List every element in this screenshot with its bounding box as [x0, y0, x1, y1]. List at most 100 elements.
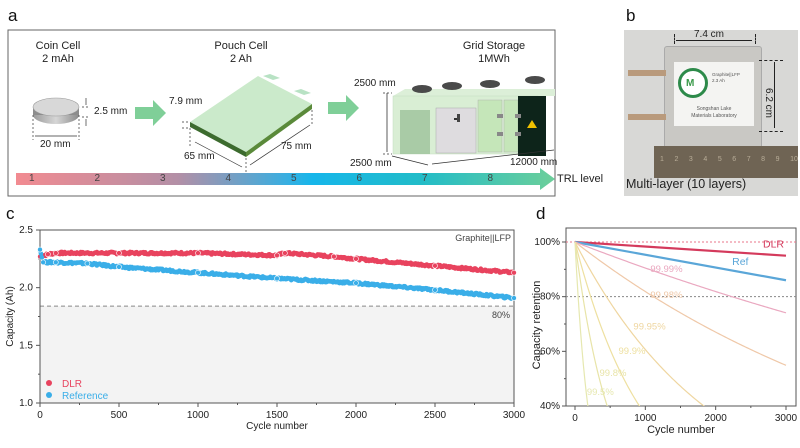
series-line-99.98% — [574, 241, 787, 366]
ruler: 1 2 3 4 5 6 7 8 9 10 — [654, 146, 798, 178]
trl-level-7: 7 — [422, 173, 428, 184]
grid-storage-label: Grid Storage 1MWh — [454, 40, 534, 66]
arrow-icon — [135, 100, 166, 126]
photo-height-dim: 6.2 cm — [763, 88, 774, 119]
arrow-icon — [328, 95, 359, 121]
height-dim-lines — [759, 60, 783, 132]
x-tick-label: 1000 — [634, 413, 657, 424]
x-tick-label: 2500 — [424, 410, 447, 421]
series-label: 99.8% — [600, 368, 627, 379]
panel-b-label: b — [626, 6, 636, 25]
data-point — [116, 264, 122, 270]
data-point — [511, 269, 517, 276]
ruler-number: 7 — [746, 156, 751, 163]
ruler-numbers: 1 2 3 4 5 6 7 8 9 10 — [660, 156, 798, 163]
lab-line1: Songshan Lake — [696, 106, 732, 112]
cell-label-chem: Graphite||LFP 2.3 Ah — [712, 72, 740, 84]
series-label: 99.98% — [650, 290, 683, 301]
data-point — [195, 250, 201, 256]
height-dim-arrow — [774, 62, 775, 128]
series-line-DLR — [574, 240, 787, 257]
y-tick-label: 1.0 — [19, 398, 33, 409]
y-axis-label: Capacity (Ah) — [5, 286, 16, 347]
grid-storage-depth-dim: 2500 mm — [350, 158, 392, 169]
ruler-number: 3 — [688, 156, 693, 163]
lab-line2: Materials Laboratory — [691, 113, 737, 119]
y-tick-label: 40% — [540, 401, 560, 412]
ruler-number: 9 — [775, 156, 780, 163]
data-point — [432, 262, 438, 269]
x-axis-label: Cycle number — [647, 424, 715, 436]
data-point — [52, 259, 59, 266]
x-tick-label: 0 — [37, 410, 43, 421]
coin-cell-capacity: 2 mAh — [42, 53, 74, 65]
photo-caption: Multi-layer (10 layers) — [626, 177, 747, 191]
coin-cell-illustration — [32, 97, 90, 140]
series-label: 99.5% — [587, 387, 614, 398]
coin-cell-height-dim: 2.5 mm — [94, 106, 128, 117]
ruler-number: 5 — [717, 156, 722, 163]
x-tick-label: 3000 — [775, 413, 798, 424]
y-tick-label: 80% — [540, 292, 560, 303]
data-point — [38, 251, 44, 256]
data-point — [274, 252, 280, 259]
trl-level-2: 2 — [94, 173, 101, 184]
series-reference — [37, 246, 517, 301]
x-tick-label: 0 — [572, 413, 578, 424]
data-point — [195, 269, 201, 276]
chart-annotation: Graphite||LFP — [455, 233, 511, 243]
x-tick-label: 2000 — [705, 413, 728, 424]
trl-level-4: 4 — [225, 173, 232, 184]
x-tick-label: 2000 — [345, 410, 368, 421]
tab-negative — [628, 114, 666, 120]
pouch-cell-thickness-dim: 7.9 mm — [169, 96, 203, 107]
cell-label-line1: Graphite||LFP — [712, 72, 740, 77]
coin-cell-diameter-dim: 20 mm — [40, 139, 71, 150]
x-axis-label: Cycle number — [246, 421, 308, 432]
ruler-number: 1 — [660, 156, 664, 163]
width-dim-lines — [674, 34, 756, 44]
legend-label: Reference — [62, 391, 109, 402]
trl-level-label: TRL level — [557, 173, 604, 185]
series-label: 99.9% — [619, 346, 646, 357]
legend-marker — [46, 392, 52, 398]
series-line-99.99% — [574, 241, 787, 314]
series-line-99.9% — [574, 241, 641, 406]
grid-storage-illustration — [383, 76, 555, 166]
x-tick-label: 1500 — [266, 410, 289, 421]
y-tick-label: 60% — [540, 346, 560, 357]
x-tick-label: 500 — [111, 410, 128, 421]
legend-marker — [46, 380, 52, 386]
ruler-number: 8 — [761, 156, 766, 163]
data-point — [40, 259, 46, 266]
data-point — [282, 250, 288, 256]
pouch-cell-photo: M Graphite||LFP 2.3 Ah Songshan Lake Mat… — [624, 29, 798, 196]
width-dim-arrow — [676, 40, 752, 41]
capacity-cycling-chart: 1.0 1.5 2.0 2.5 0 500 1000 1500 2000 2500 3000 Cycl… — [5, 225, 526, 432]
series-dlr — [37, 249, 517, 276]
ruler-number: 4 — [703, 156, 708, 163]
data-point — [39, 255, 45, 260]
x-tick-label: 3000 — [503, 410, 526, 421]
panel-d-label: d — [536, 204, 546, 223]
trl-level-6: 6 — [356, 173, 363, 184]
y-tick-label: 100% — [534, 237, 560, 248]
pouch-cell-illustration — [182, 74, 313, 175]
data-point — [52, 250, 59, 256]
trl-level-1: 1 — [29, 173, 35, 184]
panel-a-label: a — [8, 6, 18, 25]
trl-level-8: 8 — [487, 173, 494, 184]
threshold-label: 80% — [492, 310, 510, 320]
data-point — [353, 256, 359, 262]
series-line-Ref — [574, 240, 787, 282]
legend-label: DLR — [62, 379, 82, 390]
below-threshold-region — [40, 306, 514, 403]
y-tick-label: 1.5 — [19, 340, 33, 351]
trl-level-5: 5 — [291, 173, 297, 184]
photo-width-dim: 7.4 cm — [694, 29, 725, 40]
data-point — [116, 250, 122, 256]
grid-storage-length-dim: 12000 mm — [510, 157, 558, 168]
cell-label-sticker: M Graphite||LFP 2.3 Ah Songshan Lake Mat… — [674, 62, 754, 126]
trl-level-bar — [16, 168, 555, 190]
data-point — [353, 280, 359, 286]
